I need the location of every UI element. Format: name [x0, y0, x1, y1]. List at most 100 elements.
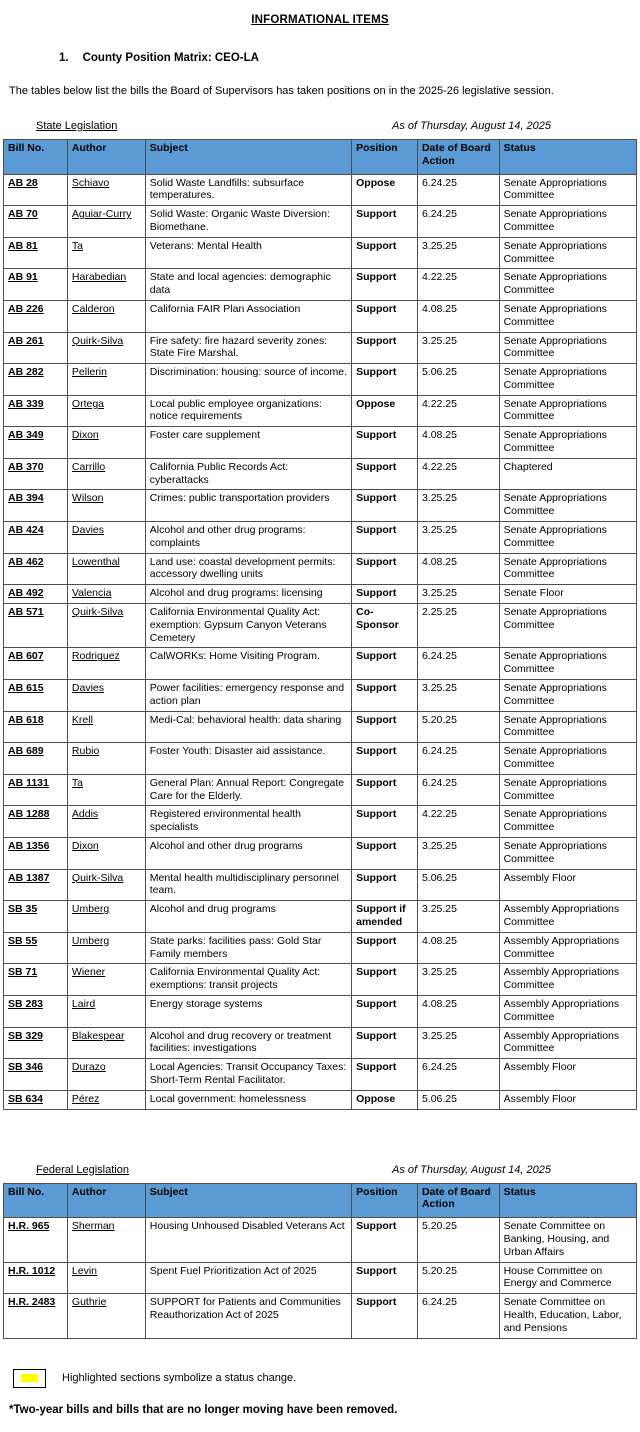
bill-status: Senate Appropriations Committee	[498, 647, 638, 681]
author-link[interactable]: Krell	[66, 710, 146, 744]
bill-number-link[interactable]: H.R. 1012	[3, 1261, 68, 1295]
board-action-date: 4.22.25	[416, 268, 500, 301]
bill-number-link[interactable]: AB 261	[3, 331, 68, 365]
bill-number-link[interactable]: AB 607	[3, 647, 68, 681]
author-link[interactable]: Wiener	[66, 963, 146, 996]
bill-number-link[interactable]: AB 1356	[3, 837, 68, 870]
bill-subject: Local public employee organizations: not…	[144, 394, 353, 428]
author-link[interactable]: Calderon	[66, 299, 146, 333]
column-header-status: Status	[498, 1182, 638, 1219]
position-value: Support	[351, 679, 418, 712]
author-link[interactable]: Davies	[66, 521, 146, 554]
author-link[interactable]: Ta	[66, 773, 146, 807]
section-spacer	[3, 1110, 637, 1144]
author-link[interactable]: Umberg	[66, 931, 146, 965]
bill-number-link[interactable]: AB 339	[3, 394, 68, 428]
table-row: AB 571 Quirk-Silva California Environmenta…	[3, 603, 638, 649]
bill-number-link[interactable]: AB 689	[3, 742, 68, 775]
column-header-subject: Subject	[144, 1182, 353, 1219]
bill-number-link[interactable]: AB 492	[3, 584, 68, 605]
bill-number-link[interactable]: AB 424	[3, 521, 68, 554]
bill-subject: State and local agencies: demographic da…	[144, 268, 353, 301]
author-link[interactable]: Quirk-Silva	[66, 868, 146, 902]
author-link[interactable]: Carrillo	[66, 457, 146, 491]
board-action-date: 3.25.25	[416, 584, 500, 605]
author-link[interactable]: Rubio	[66, 742, 146, 775]
position-value: Support	[351, 931, 418, 965]
column-header-status: Status	[498, 138, 638, 175]
table-row: AB 1356 Dixon Alcohol and other drug progr…	[3, 837, 638, 870]
bill-number-link[interactable]: SB 35	[3, 900, 68, 933]
table-row: SB 634 Pérez Local government: homelessnes…	[3, 1089, 638, 1110]
table-row: AB 370 Carrillo California Public Records …	[3, 457, 638, 491]
position-value: Support	[351, 710, 418, 744]
author-link[interactable]: Quirk-Silva	[66, 331, 146, 365]
bill-number-link[interactable]: AB 81	[3, 236, 68, 270]
bill-number-link[interactable]: AB 618	[3, 710, 68, 744]
bill-number-link[interactable]: AB 615	[3, 679, 68, 712]
author-link[interactable]: Harabedian	[66, 268, 146, 301]
bill-number-link[interactable]: SB 329	[3, 1026, 68, 1060]
bill-number-link[interactable]: H.R. 2483	[3, 1293, 68, 1339]
bill-number-link[interactable]: AB 394	[3, 489, 68, 523]
author-link[interactable]: Blakespear	[66, 1026, 146, 1060]
bill-number-link[interactable]: AB 349	[3, 426, 68, 459]
position-value: Support	[351, 1293, 418, 1339]
bill-number-link[interactable]: SB 283	[3, 994, 68, 1028]
bill-number-link[interactable]: AB 282	[3, 363, 68, 396]
table-row: H.R. 2483 Guthrie SUPPORT for Patients and…	[3, 1293, 638, 1339]
state-legislation-table: Bill No. Author Subject Position Date of…	[3, 138, 638, 1110]
table-row: AB 1387 Quirk-Silva Mental health multidis…	[3, 868, 638, 902]
bill-number-link[interactable]: H.R. 965	[3, 1217, 68, 1263]
column-header-author: Author	[66, 1182, 146, 1219]
author-link[interactable]: Umberg	[66, 900, 146, 933]
author-link[interactable]: Addis	[66, 805, 146, 838]
item-number: 1.	[59, 52, 69, 64]
author-link[interactable]: Aguiar-Curry	[66, 205, 146, 238]
position-value: Support	[351, 205, 418, 238]
bill-number-link[interactable]: AB 462	[3, 552, 68, 586]
bill-number-link[interactable]: AB 571	[3, 603, 68, 649]
author-link[interactable]: Dixon	[66, 837, 146, 870]
position-value: Support if amended	[351, 900, 418, 933]
author-link[interactable]: Ta	[66, 236, 146, 270]
author-link[interactable]: Pellerin	[66, 363, 146, 396]
author-link[interactable]: Laird	[66, 994, 146, 1028]
position-value: Support	[351, 1058, 418, 1091]
author-link[interactable]: Durazo	[66, 1058, 146, 1091]
author-link[interactable]: Lowenthal	[66, 552, 146, 586]
bill-subject: Alcohol and drug programs: licensing	[144, 584, 353, 605]
board-action-date: 6.24.25	[416, 205, 500, 238]
author-link[interactable]: Schiavo	[66, 173, 146, 207]
author-link[interactable]: Rodriguez	[66, 647, 146, 681]
position-value: Co-Sponsor	[351, 603, 418, 649]
author-link[interactable]: Wilson	[66, 489, 146, 523]
column-header-subject: Subject	[144, 138, 353, 175]
author-link[interactable]: Ortega	[66, 394, 146, 428]
author-link[interactable]: Davies	[66, 679, 146, 712]
bill-number-link[interactable]: AB 370	[3, 457, 68, 491]
board-action-date: 5.06.25	[416, 363, 500, 396]
author-link[interactable]: Sherman	[66, 1217, 146, 1263]
board-action-date: 3.25.25	[416, 1026, 500, 1060]
bill-number-link[interactable]: AB 1387	[3, 868, 68, 902]
bill-number-link[interactable]: SB 634	[3, 1089, 68, 1110]
bill-number-link[interactable]: AB 28	[3, 173, 68, 207]
author-link[interactable]: Pérez	[66, 1089, 146, 1110]
bill-number-link[interactable]: AB 91	[3, 268, 68, 301]
bill-number-link[interactable]: SB 55	[3, 931, 68, 965]
bill-number-link[interactable]: AB 1131	[3, 773, 68, 807]
table-row: AB 70 Aguiar-Curry Solid Waste: Organic Wa…	[3, 205, 638, 238]
author-link[interactable]: Dixon	[66, 426, 146, 459]
bill-number-link[interactable]: AB 226	[3, 299, 68, 333]
author-link[interactable]: Valencia	[66, 584, 146, 605]
board-action-date: 6.24.25	[416, 1058, 500, 1091]
bill-number-link[interactable]: AB 70	[3, 205, 68, 238]
bill-number-link[interactable]: SB 71	[3, 963, 68, 996]
bill-number-link[interactable]: AB 1288	[3, 805, 68, 838]
author-link[interactable]: Levin	[66, 1261, 146, 1295]
column-header-position: Position	[351, 1182, 418, 1219]
author-link[interactable]: Quirk-Silva	[66, 603, 146, 649]
author-link[interactable]: Guthrie	[66, 1293, 146, 1339]
bill-number-link[interactable]: SB 346	[3, 1058, 68, 1091]
